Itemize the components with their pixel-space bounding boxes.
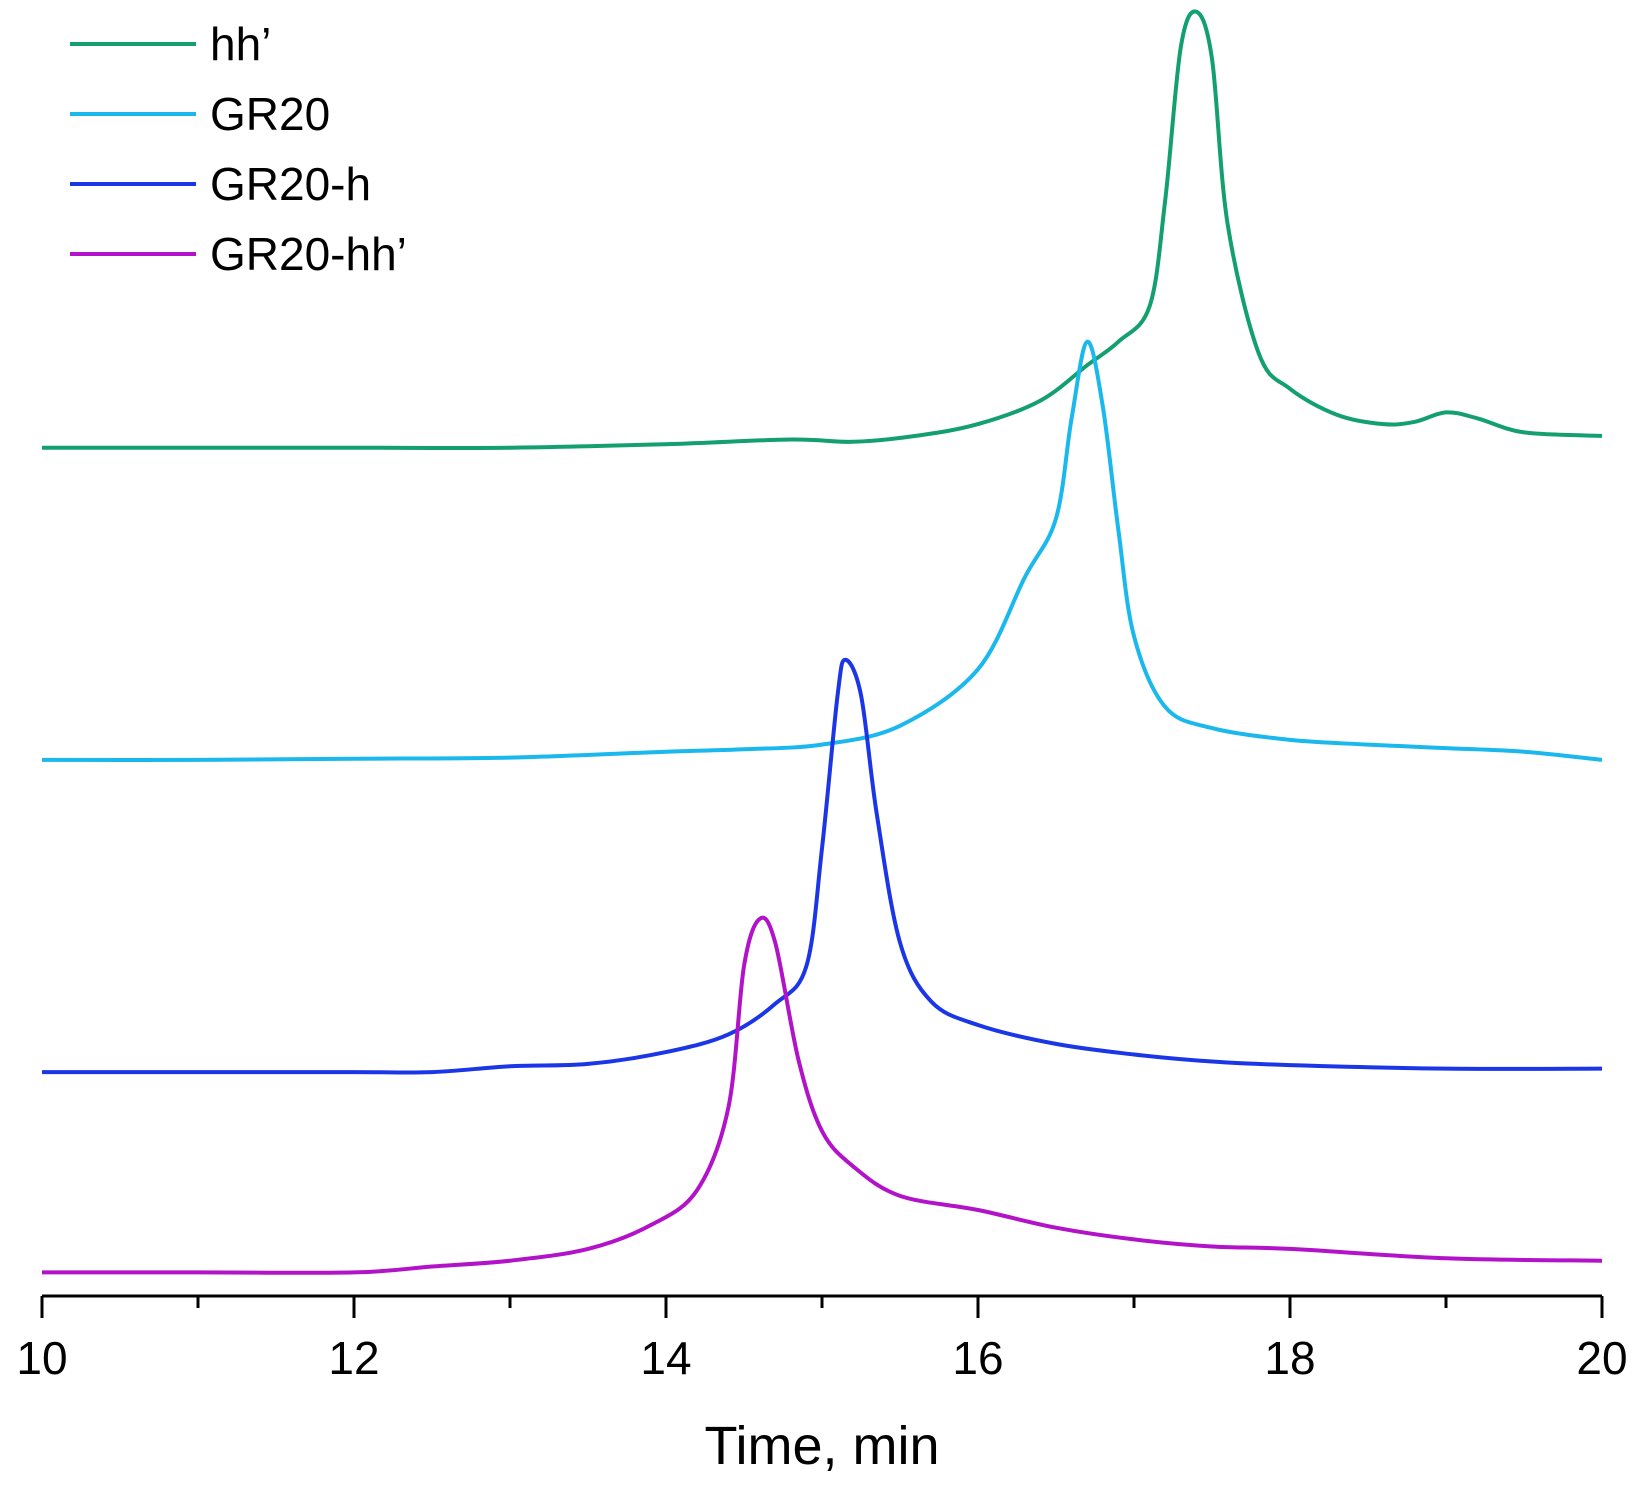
x-axis-title: Time, min xyxy=(704,1416,939,1476)
x-tick-label: 12 xyxy=(328,1332,379,1384)
series-lines xyxy=(41,9,1603,1275)
legend: hh’ GR20 GR20-h GR20-hh’ xyxy=(70,18,407,280)
series-line-0 xyxy=(42,9,1603,450)
legend-label-1: GR20 xyxy=(210,88,330,140)
legend-label-0: hh’ xyxy=(210,18,271,70)
series-line-3 xyxy=(42,915,1603,1275)
series-line-1 xyxy=(41,339,1603,762)
legend-label-2: GR20-h xyxy=(210,158,371,210)
x-tick-label: 18 xyxy=(1264,1332,1315,1384)
x-tick-label: 20 xyxy=(1576,1332,1627,1384)
x-axis-ticks: 10 12 14 16 18 20 xyxy=(16,1296,1628,1384)
legend-label-3: GR20-hh’ xyxy=(210,228,407,280)
x-tick-label: 10 xyxy=(16,1332,67,1384)
x-tick-label: 14 xyxy=(640,1332,691,1384)
series-line-2 xyxy=(42,657,1603,1075)
x-tick-label: 16 xyxy=(952,1332,1003,1384)
x-axis: 10 12 14 16 18 20 Time, min xyxy=(16,1294,1628,1476)
